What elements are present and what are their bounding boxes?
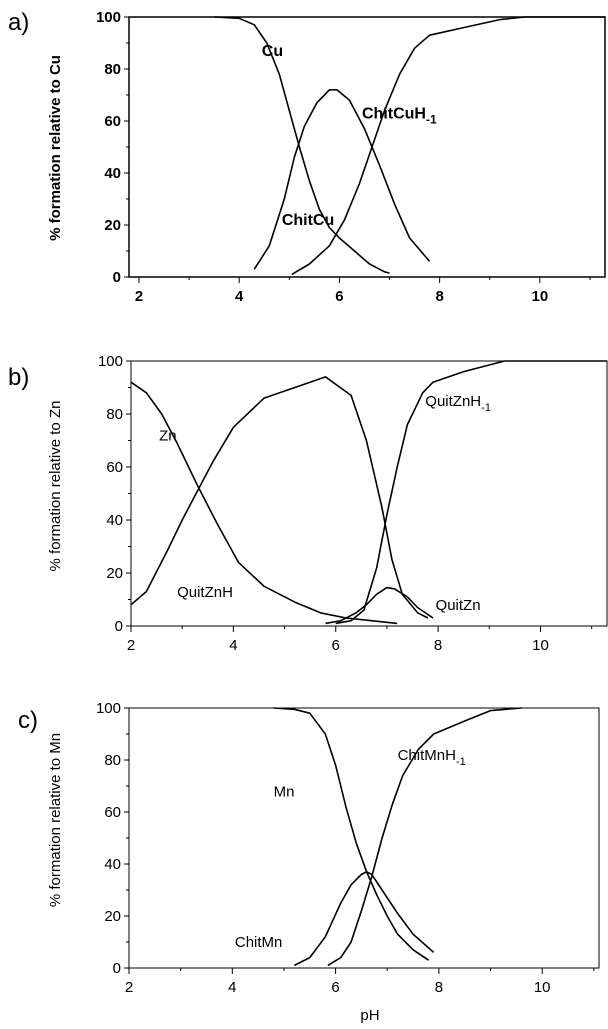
series-line xyxy=(335,360,607,625)
y-tick-label: 80 xyxy=(104,752,121,769)
x-tick-label: 6 xyxy=(335,288,343,305)
y-tick-label: 40 xyxy=(106,512,123,529)
x-tick-label: 2 xyxy=(127,637,135,654)
y-ticks: 0 20 40 60 80 100 xyxy=(96,700,129,977)
y-tick-label: 0 xyxy=(113,960,121,977)
series-lines xyxy=(130,360,607,625)
y-tick-label: 60 xyxy=(104,113,121,130)
x-tick-label: 10 xyxy=(532,288,549,305)
panel-b: b) % formation relative to Zn 0 20 40 60 80 1… xyxy=(8,353,608,654)
y-tick-label: 100 xyxy=(96,9,121,26)
series-line xyxy=(130,376,429,619)
series-label: ChitMn xyxy=(235,934,283,951)
series-label: ChitCu xyxy=(282,212,334,229)
y-ticks: 0 20 40 60 80 100 xyxy=(96,9,129,286)
x-tick-label: 4 xyxy=(235,288,244,305)
series-label: Zn xyxy=(159,428,177,445)
x-tick-label: 2 xyxy=(135,288,143,305)
x-tick-label: 8 xyxy=(435,288,443,305)
series-line xyxy=(291,16,605,276)
y-tick-label: 80 xyxy=(106,406,123,423)
x-ticks: 2 4 6 8 10 xyxy=(135,277,591,305)
series-line xyxy=(325,586,434,625)
x-tick-label: 6 xyxy=(331,979,339,996)
panel-label: c) xyxy=(18,707,38,734)
x-tick-label: 2 xyxy=(125,979,133,996)
y-tick-label: 20 xyxy=(106,565,123,582)
y-tick-label: 0 xyxy=(113,269,121,286)
y-tick-label: 40 xyxy=(104,165,121,182)
y-ticks: 0 20 40 60 80 100 xyxy=(98,353,131,635)
series-label: QuitZnH-1 xyxy=(425,393,491,414)
y-tick-label: 0 xyxy=(115,618,123,635)
y-tick-label: 60 xyxy=(106,459,123,476)
panel-c: c) % formation relative to Mn 0 20 40 60 80 1… xyxy=(18,700,600,1024)
x-tick-label: 4 xyxy=(228,979,236,996)
series-label: Mn xyxy=(274,783,295,800)
y-tick-label: 100 xyxy=(96,700,121,717)
panel-label: b) xyxy=(8,364,29,391)
series-lines xyxy=(214,16,605,276)
series-line xyxy=(253,89,431,270)
x-axis-label: pH xyxy=(360,1007,379,1024)
series-label: ChitMnH-1 xyxy=(398,747,466,768)
series-line xyxy=(327,707,522,967)
series-line xyxy=(293,871,435,967)
x-tick-label: 8 xyxy=(434,637,442,654)
x-tick-label: 10 xyxy=(532,637,549,654)
series-lines xyxy=(273,707,522,967)
series-label: Cu xyxy=(262,43,283,60)
y-tick-label: 100 xyxy=(98,353,123,370)
series-labels: Cu ChitCu ChitCuH-1 xyxy=(262,43,437,229)
y-tick-label: 20 xyxy=(104,908,121,925)
series-label: QuitZnH xyxy=(177,584,233,601)
y-tick-label: 60 xyxy=(104,804,121,821)
x-tick-label: 4 xyxy=(229,637,237,654)
y-axis-label: % formation relative to Zn xyxy=(47,401,64,572)
y-axis-label: % formation relative to Cu xyxy=(47,55,64,241)
series-labels: Zn QuitZnH QuitZnH-1 QuitZn xyxy=(159,393,491,614)
y-tick-label: 80 xyxy=(104,61,121,78)
series-line xyxy=(214,16,390,274)
y-tick-label: 20 xyxy=(104,217,121,234)
y-axis-label: % formation relative to Mn xyxy=(47,733,64,907)
series-line xyxy=(130,381,398,625)
y-tick-label: 40 xyxy=(104,856,121,873)
panel-label: a) xyxy=(8,9,29,36)
x-tick-label: 10 xyxy=(534,979,551,996)
x-ticks: 2 4 6 8 10 xyxy=(125,968,595,996)
series-label: ChitCuH-1 xyxy=(362,105,437,126)
x-ticks: 2 4 6 8 10 xyxy=(127,626,593,654)
series-label: QuitZn xyxy=(436,597,481,614)
series-line xyxy=(273,707,430,961)
series-labels: Mn ChitMn ChitMnH-1 xyxy=(235,747,466,951)
panel-a: a) % formation relative to Cu 0 20 40 60 80 1… xyxy=(8,9,606,305)
x-tick-label: 6 xyxy=(332,637,340,654)
x-tick-label: 8 xyxy=(435,979,443,996)
plot-frame xyxy=(128,707,600,969)
plot-frame xyxy=(128,16,606,278)
